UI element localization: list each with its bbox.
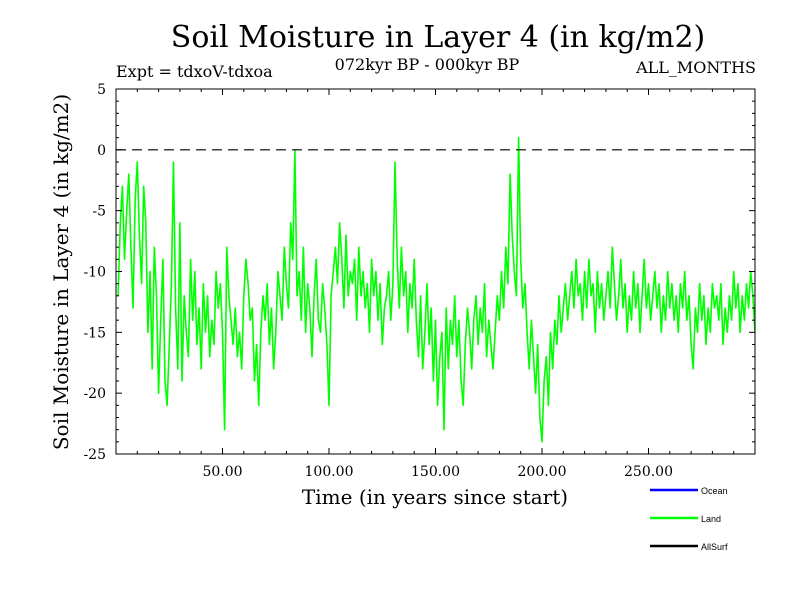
y-tick-label: -5 — [92, 204, 106, 220]
x-tick-label: 50.00 — [202, 464, 242, 480]
axis-layer: 50.00 100.00 150.00 200.00 250.00 5 0 -5 -10 -15 -… — [83, 82, 755, 480]
x-tick-label: 200.00 — [518, 464, 567, 480]
period-label: 072kyr BP - 000kyr BP — [335, 55, 520, 74]
x-tick-label: 100.00 — [305, 464, 354, 480]
y-tick-label: -15 — [83, 325, 106, 341]
chart-title: Soil Moisture in Layer 4 (in kg/m2) — [171, 20, 705, 55]
experiment-label: Expt = tdxoV-tdxoa — [116, 62, 273, 81]
legend-label-ocean: Ocean — [701, 486, 728, 496]
y-axis-label: Soil Moisture in Layer 4 (in kg/m2) — [49, 94, 73, 450]
x-axis-label: Time (in years since start) — [302, 485, 568, 509]
legend: Ocean Land AllSurf — [650, 486, 728, 552]
legend-label-allsurf: AllSurf — [701, 542, 728, 552]
y-tick-label: 5 — [97, 82, 106, 98]
plot-area — [115, 88, 756, 455]
y-tick-label: -10 — [83, 265, 106, 281]
x-tick-label: 250.00 — [624, 464, 673, 480]
months-label: ALL_MONTHS — [635, 58, 756, 77]
series-line-land — [117, 136, 755, 443]
y-tick-label: 0 — [97, 143, 106, 159]
legend-label-land: Land — [701, 514, 721, 524]
y-tick-label: -20 — [83, 386, 106, 402]
plot-frame — [115, 88, 756, 455]
y-tick-label: -25 — [83, 447, 106, 463]
series-layer — [117, 136, 755, 443]
x-tick-label: 150.00 — [411, 464, 460, 480]
